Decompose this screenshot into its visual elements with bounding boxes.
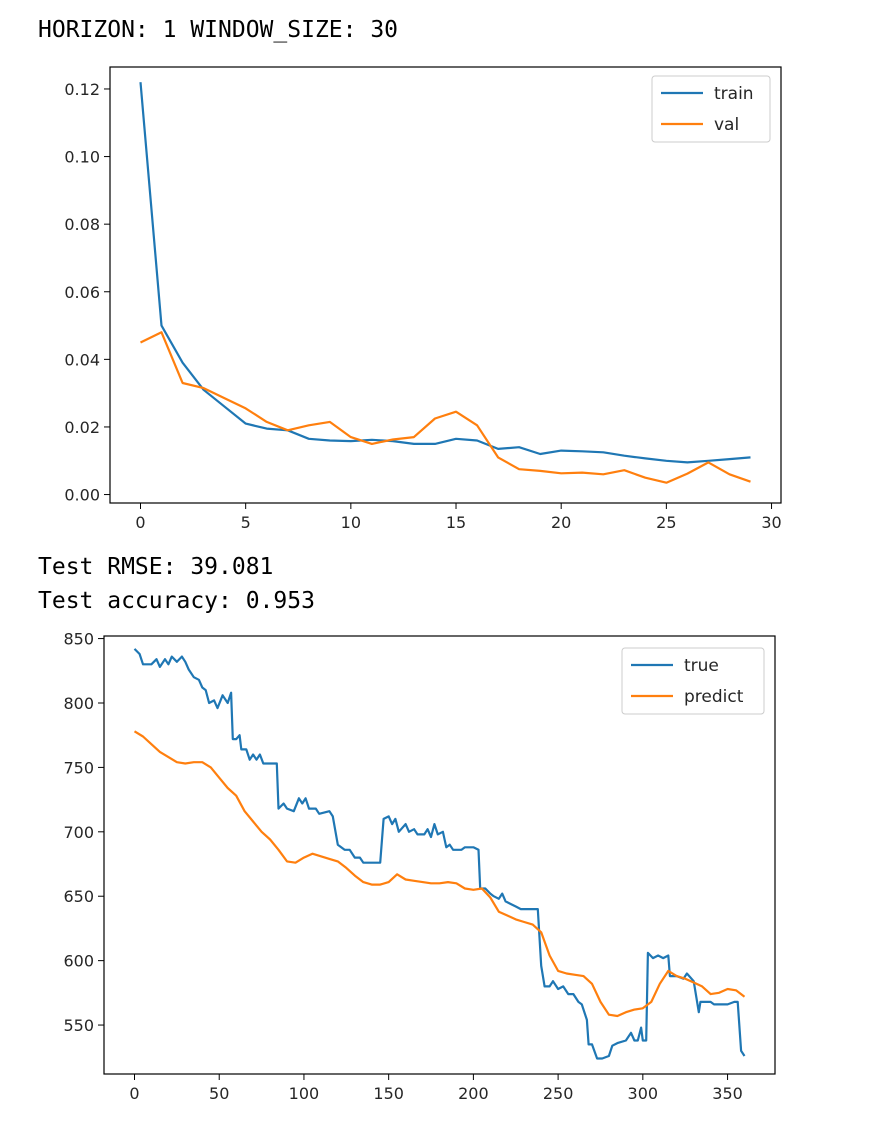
- y-tick-label: 600: [63, 952, 94, 971]
- x-tick-label: 300: [628, 1084, 659, 1103]
- x-tick-label: 15: [446, 513, 466, 532]
- x-tick-label: 25: [656, 513, 676, 532]
- y-tick-label: 850: [63, 630, 94, 649]
- plot-frame: [103, 635, 776, 1075]
- series-line-predict: [133, 730, 746, 1018]
- x-tick-label: 250: [543, 1084, 574, 1103]
- x-tick-label: 50: [209, 1084, 229, 1103]
- y-tick-label: 0.10: [64, 148, 100, 167]
- y-tick-label: 800: [63, 694, 94, 713]
- y-tick-label: 0.12: [64, 80, 100, 99]
- x-tick-label: 0: [135, 513, 145, 532]
- legend-label-val: val: [714, 115, 739, 135]
- y-tick-label: 550: [63, 1016, 94, 1035]
- x-tick-label: 350: [712, 1084, 743, 1103]
- rmse-output-text: Test RMSE: 39.081: [38, 554, 274, 580]
- x-tick-label: 5: [241, 513, 251, 532]
- series-line-train: [139, 82, 751, 464]
- x-tick-label: 0: [129, 1084, 139, 1103]
- plot-frame: [109, 66, 782, 504]
- legend-label-true: true: [684, 656, 719, 676]
- x-tick-label: 100: [289, 1084, 320, 1103]
- x-tick-label: 150: [373, 1084, 404, 1103]
- y-tick-label: 700: [63, 823, 94, 842]
- y-tick-label: 0.02: [64, 418, 100, 437]
- x-tick-label: 10: [341, 513, 361, 532]
- legend-label-predict: predict: [684, 687, 744, 707]
- series-line-true: [133, 648, 746, 1060]
- y-tick-label: 0.04: [64, 350, 100, 369]
- y-tick-label: 750: [63, 758, 94, 777]
- legend-label-train: train: [714, 84, 754, 104]
- legend: train val: [651, 75, 771, 143]
- series-line-val: [140, 331, 751, 484]
- legend: true predict: [621, 647, 765, 715]
- accuracy-output-text: Test accuracy: 0.953: [38, 588, 315, 614]
- y-tick-label: 0.06: [64, 283, 100, 302]
- y-tick-label: 0.08: [64, 215, 100, 234]
- output-header-text: HORIZON: 1 WINDOW_SIZE: 30: [38, 17, 399, 43]
- y-tick-label: 0.00: [64, 486, 100, 505]
- y-tick-label: 650: [63, 887, 94, 906]
- x-tick-label: 20: [551, 513, 571, 532]
- x-tick-label: 30: [761, 513, 781, 532]
- x-tick-label: 200: [458, 1084, 489, 1103]
